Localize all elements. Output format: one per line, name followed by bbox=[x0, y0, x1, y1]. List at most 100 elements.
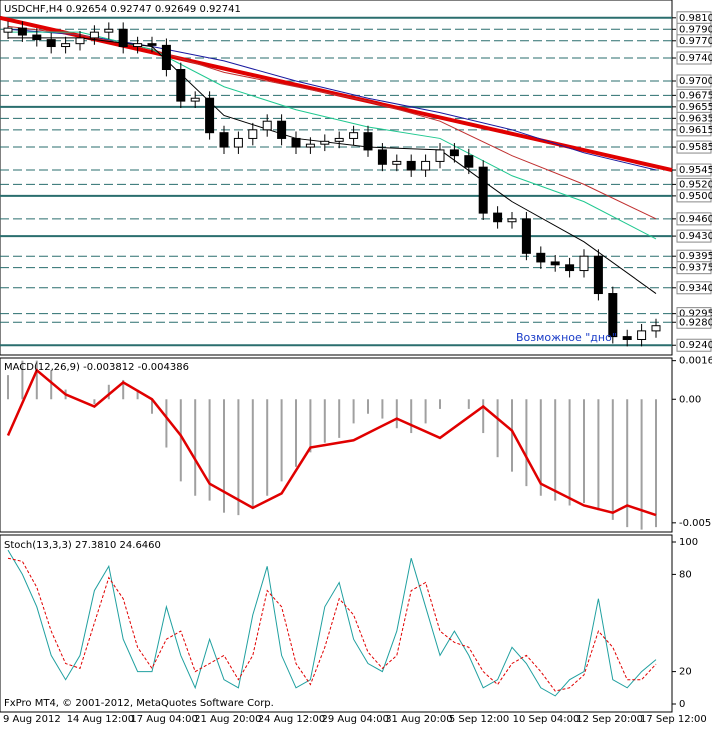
tick-box bbox=[676, 212, 712, 226]
y-tick-label: 0.9675 bbox=[679, 90, 712, 101]
copyright: FxPro MT4, © 2001-2012, MetaQuotes Softw… bbox=[4, 698, 274, 709]
tick-box bbox=[676, 315, 712, 329]
stoch-panel bbox=[0, 534, 673, 713]
stoch-line bbox=[7, 549, 657, 697]
y-tick-label: 0.9295 bbox=[679, 309, 712, 320]
tick-box bbox=[676, 123, 712, 137]
y-tick-label: 0.9395 bbox=[679, 251, 712, 262]
candle-body bbox=[205, 97, 215, 134]
tick-box bbox=[676, 281, 712, 295]
tick-box bbox=[676, 338, 712, 352]
tick-box bbox=[676, 140, 712, 154]
candle-body bbox=[75, 37, 85, 45]
candle-body bbox=[521, 218, 531, 254]
tick-box bbox=[676, 74, 712, 88]
candle-body bbox=[449, 149, 459, 157]
price-title: USDCHF,H4 0.92654 0.92747 0.92649 0.9274… bbox=[4, 4, 241, 15]
tick-box bbox=[676, 51, 712, 65]
x-tick-label: 29 Aug 04:00 bbox=[322, 714, 389, 725]
candle-body bbox=[349, 132, 359, 139]
moving-average bbox=[8, 37, 657, 294]
y-tick-label: 0.9635 bbox=[679, 113, 712, 124]
x-tick-label: 17 Aug 04:00 bbox=[130, 714, 197, 725]
candle-body bbox=[593, 255, 603, 295]
x-tick-label: 21 Aug 20:00 bbox=[194, 714, 261, 725]
stoch-line bbox=[7, 557, 657, 692]
candle-body bbox=[536, 252, 546, 263]
candle-body bbox=[334, 137, 344, 142]
candle-body bbox=[233, 137, 243, 148]
candle-body bbox=[248, 129, 258, 139]
candle-body bbox=[118, 28, 128, 48]
candle-body bbox=[61, 43, 71, 48]
candle-body bbox=[161, 44, 171, 71]
candle-body bbox=[219, 132, 229, 148]
y-tick-label: 0.9340 bbox=[679, 283, 712, 294]
candle-body bbox=[262, 120, 272, 131]
candle-body bbox=[550, 261, 560, 266]
x-tick-label: 14 Aug 12:00 bbox=[67, 714, 134, 725]
candle-body bbox=[507, 218, 517, 223]
candle-body bbox=[622, 336, 632, 340]
y-tick-label: 80 bbox=[679, 569, 692, 580]
x-tick-label: 17 Sep 12:00 bbox=[640, 714, 707, 725]
candle-body bbox=[277, 120, 287, 139]
tick-box bbox=[676, 163, 712, 177]
candle-body bbox=[421, 160, 431, 171]
x-tick-label: 24 Aug 12:00 bbox=[258, 714, 325, 725]
y-tick-label: 0.9460 bbox=[679, 214, 712, 225]
candle-body bbox=[320, 140, 330, 145]
candle-body bbox=[133, 43, 143, 48]
y-tick-label: 0.9770 bbox=[679, 36, 712, 47]
y-tick-label: 0.9700 bbox=[679, 76, 712, 87]
annotation: Возможное "дно" bbox=[516, 331, 617, 344]
candle-body bbox=[104, 28, 114, 33]
x-tick-label: 31 Aug 20:00 bbox=[385, 714, 452, 725]
tick-box bbox=[676, 261, 712, 275]
candle-body bbox=[608, 293, 618, 338]
y-tick-label: 0.9615 bbox=[679, 125, 712, 136]
stoch-title: Stoch(13,3,3) 27.3810 24.6460 bbox=[4, 540, 161, 551]
candle-body bbox=[291, 137, 301, 148]
x-tick-label: 9 Aug 2012 bbox=[3, 714, 61, 725]
y-tick-label: -0.00512 bbox=[679, 518, 712, 529]
y-tick-label: 0.9655 bbox=[679, 102, 712, 113]
y-tick-label: 0.9585 bbox=[679, 142, 712, 153]
candle-body bbox=[377, 149, 387, 165]
tick-box bbox=[676, 229, 712, 243]
price-panel bbox=[0, 0, 673, 356]
tick-box bbox=[676, 189, 712, 203]
candle-body bbox=[579, 255, 589, 272]
y-tick-label: 0.00 bbox=[679, 394, 701, 405]
y-tick-label: 0 bbox=[679, 699, 685, 710]
macd-title: MACD(12,26,9) -0.003812 -0.004386 bbox=[4, 362, 189, 373]
candle-body bbox=[3, 27, 13, 33]
candle-body bbox=[435, 149, 445, 162]
candle-body bbox=[464, 155, 474, 168]
candle-body bbox=[406, 160, 416, 171]
candle-body bbox=[190, 97, 200, 102]
x-tick-label: 10 Sep 04:00 bbox=[513, 714, 580, 725]
signal-line bbox=[6, 368, 657, 517]
candle-body bbox=[89, 31, 99, 39]
candle-body bbox=[32, 34, 42, 41]
y-tick-label: 20 bbox=[679, 667, 692, 678]
candle-body bbox=[46, 39, 56, 48]
y-tick-label: 0.9280 bbox=[679, 317, 712, 328]
y-tick-label: 0.9740 bbox=[679, 53, 712, 64]
candle-body bbox=[637, 330, 647, 340]
y-tick-label: 0.9240 bbox=[679, 340, 712, 351]
moving-average bbox=[8, 31, 657, 240]
y-tick-label: 0.9810 bbox=[679, 13, 712, 24]
candle-body bbox=[147, 43, 157, 46]
candle-body bbox=[651, 325, 661, 332]
candle-body bbox=[305, 143, 315, 148]
candle-body bbox=[176, 69, 186, 102]
y-tick-label: 0.9375 bbox=[679, 263, 712, 274]
y-tick-label: 0.9520 bbox=[679, 179, 712, 190]
y-tick-label: 0.9790 bbox=[679, 24, 712, 35]
candle-body bbox=[493, 212, 503, 223]
y-tick-label: 0.9545 bbox=[679, 165, 712, 176]
